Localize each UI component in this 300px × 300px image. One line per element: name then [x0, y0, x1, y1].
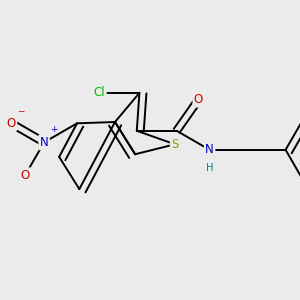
- Text: O: O: [194, 93, 203, 106]
- Text: −: −: [17, 106, 25, 115]
- Text: Cl: Cl: [94, 86, 105, 99]
- Text: N: N: [40, 136, 49, 149]
- Text: +: +: [50, 125, 58, 134]
- Text: S: S: [171, 138, 178, 151]
- Text: O: O: [7, 117, 16, 130]
- Text: O: O: [20, 169, 30, 182]
- Text: H: H: [206, 163, 213, 173]
- Text: N: N: [205, 143, 214, 156]
